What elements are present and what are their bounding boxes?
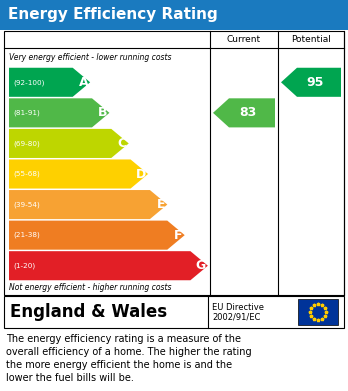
Bar [298,299,338,325]
Text: B: B [98,106,108,119]
Text: C: C [118,137,127,150]
Text: Not energy efficient - higher running costs: Not energy efficient - higher running co… [9,283,172,292]
Text: lower the fuel bills will be.: lower the fuel bills will be. [6,373,134,383]
Text: England & Wales: England & Wales [10,303,167,321]
Polygon shape [9,190,167,219]
Polygon shape [281,68,341,97]
Text: G: G [196,259,206,272]
Text: D: D [136,167,146,181]
Text: overall efficiency of a home. The higher the rating: overall efficiency of a home. The higher… [6,347,252,357]
Polygon shape [213,98,275,127]
Text: F: F [174,229,183,242]
Text: (39-54): (39-54) [13,201,40,208]
Polygon shape [9,98,109,127]
Text: the more energy efficient the home is and the: the more energy efficient the home is an… [6,360,232,370]
Text: EU Directive: EU Directive [212,303,264,312]
Text: 83: 83 [239,106,256,119]
Polygon shape [9,68,90,97]
Bar [4,296,344,328]
Text: Current: Current [227,35,261,44]
Text: (92-100): (92-100) [13,79,45,86]
Text: E: E [157,198,165,211]
Bar [0,0,348,30]
Text: Energy Efficiency Rating: Energy Efficiency Rating [8,7,218,23]
Text: The energy efficiency rating is a measure of the: The energy efficiency rating is a measur… [6,334,241,344]
Text: (81-91): (81-91) [13,109,40,116]
Text: A: A [79,76,88,89]
Text: Potential: Potential [291,35,331,44]
Text: (21-38): (21-38) [13,232,40,239]
Text: (1-20): (1-20) [13,262,35,269]
Bar [4,31,344,295]
Text: (55-68): (55-68) [13,171,40,177]
Text: 2002/91/EC: 2002/91/EC [212,312,260,321]
Text: 95: 95 [306,76,324,89]
Text: (69-80): (69-80) [13,140,40,147]
Polygon shape [9,251,208,280]
Polygon shape [9,160,148,188]
Text: Very energy efficient - lower running costs: Very energy efficient - lower running co… [9,54,172,63]
Polygon shape [9,129,129,158]
Polygon shape [9,221,185,250]
